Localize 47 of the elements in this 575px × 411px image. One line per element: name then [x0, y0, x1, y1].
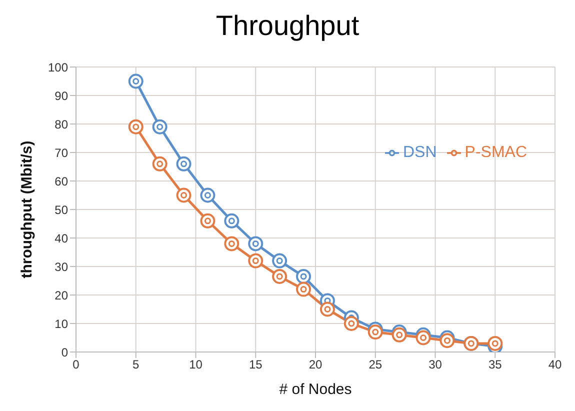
point	[176, 156, 192, 172]
x-tick-label: 20	[308, 358, 322, 372]
point	[224, 213, 240, 228]
point	[440, 333, 455, 348]
y-tick-label: 10	[54, 316, 68, 331]
point	[152, 119, 168, 134]
point	[488, 336, 503, 351]
x-axis-title: # of Nodes	[279, 381, 352, 398]
y-tick-label: 30	[54, 260, 68, 274]
x-tick-label: 10	[189, 358, 203, 372]
x-tick-label: 0	[72, 358, 80, 372]
point	[368, 324, 383, 340]
y-axis-title: throughput (Mbit/s)	[18, 140, 36, 278]
legend-label: DSN	[402, 144, 437, 161]
y-tick-label: 70	[54, 146, 68, 160]
chart-title: Throughput	[214, 9, 360, 43]
point	[128, 119, 144, 134]
x-tick-label: 35	[488, 358, 502, 372]
point	[128, 74, 144, 89]
point	[248, 253, 264, 268]
x-tick-label: 40	[548, 358, 562, 372]
point	[344, 316, 359, 331]
point	[176, 188, 192, 203]
y-tick-label: 80	[54, 117, 68, 132]
x-tick-label: 25	[368, 358, 382, 372]
x-tick-label: 30	[428, 358, 442, 372]
y-tick-label: 60	[54, 174, 68, 188]
point	[320, 302, 335, 317]
point	[272, 253, 288, 268]
y-tick-label: 100	[48, 60, 68, 74]
point	[296, 282, 312, 297]
point	[200, 188, 216, 203]
y-tick-label: 0	[61, 345, 68, 360]
x-tick-label: 15	[248, 358, 263, 372]
point	[152, 156, 168, 172]
legend-label: P-SMAC	[464, 144, 527, 161]
point	[224, 236, 240, 252]
y-tick-label: 40	[54, 231, 68, 246]
point	[200, 213, 216, 228]
y-tick-label: 90	[54, 88, 68, 103]
point	[272, 268, 288, 284]
x-tick-label: 5	[132, 358, 140, 372]
y-tick-label: 20	[54, 288, 68, 302]
point	[296, 268, 312, 284]
y-tick-label: 50	[54, 202, 68, 217]
point	[416, 330, 431, 346]
point	[248, 236, 264, 252]
